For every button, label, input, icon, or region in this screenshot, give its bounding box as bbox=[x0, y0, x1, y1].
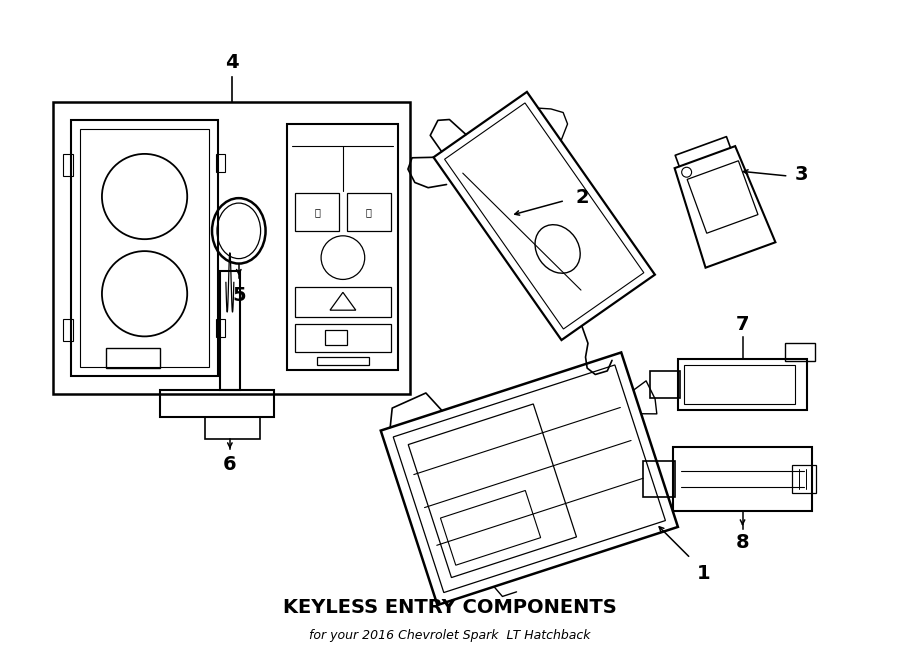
Text: for your 2016 Chevrolet Spark  LT Hatchback: for your 2016 Chevrolet Spark LT Hatchba… bbox=[310, 629, 590, 642]
Text: 5: 5 bbox=[232, 286, 246, 305]
Text: 3: 3 bbox=[795, 165, 808, 183]
Text: 8: 8 bbox=[735, 533, 750, 552]
Text: 7: 7 bbox=[736, 314, 750, 334]
Text: 4: 4 bbox=[225, 53, 238, 71]
Text: KEYLESS ENTRY COMPONENTS: KEYLESS ENTRY COMPONENTS bbox=[284, 598, 616, 617]
Text: 🔒: 🔒 bbox=[314, 207, 320, 217]
Text: 🔓: 🔓 bbox=[365, 207, 372, 217]
Text: 1: 1 bbox=[697, 564, 710, 583]
Text: 6: 6 bbox=[223, 455, 237, 475]
Text: 2: 2 bbox=[575, 188, 589, 207]
